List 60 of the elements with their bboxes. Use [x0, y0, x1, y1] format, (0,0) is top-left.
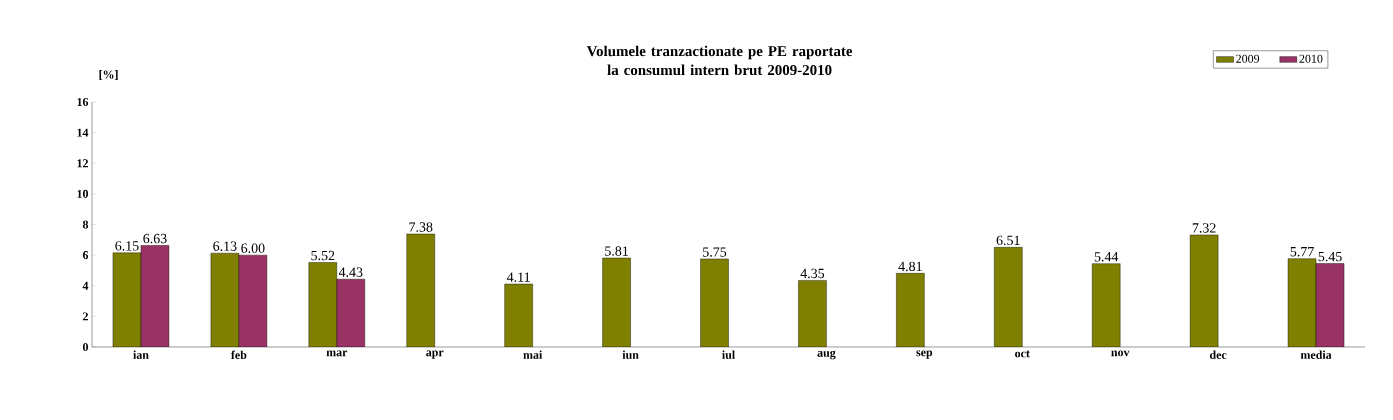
y-tick-label: 2 — [83, 312, 88, 321]
data-label: 4.35 — [800, 268, 825, 279]
x-tick-label: apr — [426, 350, 444, 359]
bar — [1287, 258, 1317, 347]
y-tick-label: 0 — [82, 342, 89, 352]
y-tick-label: 8 — [82, 220, 89, 229]
data-label: 5.52 — [311, 250, 335, 261]
x-tick-label: iun — [622, 350, 639, 359]
x-tick-label: feb — [231, 350, 247, 360]
data-label: 6.13 — [213, 241, 237, 251]
data-label: 5.75 — [703, 247, 727, 257]
data-label: 7.32 — [1192, 223, 1216, 233]
x-tick-label: nov — [1111, 350, 1130, 357]
x-tick-label: ian — [133, 350, 149, 359]
y-tick-label: 10 — [77, 189, 89, 198]
bar — [700, 258, 729, 347]
bar — [798, 280, 827, 347]
legend-label: 2009 — [1236, 54, 1260, 63]
legend-label: 2010 — [1299, 54, 1323, 63]
data-label: 6.15 — [115, 241, 139, 251]
data-label: 5.45 — [1318, 251, 1342, 262]
data-label: 5.81 — [605, 246, 628, 256]
bar — [504, 284, 533, 347]
x-tick-label: media — [1300, 350, 1332, 359]
y-tick-label: 6 — [82, 251, 89, 260]
y-tick-label: 4 — [82, 281, 89, 290]
bar — [602, 258, 631, 347]
data-label: 4.43 — [338, 267, 363, 277]
chart-title: Volumele tranzactionate pe PE raportate la consumul intern brut 2009-2010 — [586, 45, 853, 76]
bar — [210, 253, 239, 347]
bar — [406, 233, 435, 347]
x-tick-label: oct — [1015, 350, 1030, 358]
data-label: 5.77 — [1290, 247, 1314, 257]
x-tick-label: sep — [916, 350, 933, 359]
data-label: 6.51 — [996, 235, 1020, 246]
bar — [1092, 263, 1121, 347]
data-label: 6.63 — [143, 233, 167, 244]
bar — [238, 255, 267, 347]
bar — [896, 273, 925, 347]
data-label: 4.11 — [506, 272, 530, 282]
y-tick-label: 16 — [77, 97, 89, 107]
bar — [140, 245, 169, 347]
data-label: 6.00 — [241, 243, 265, 253]
x-tick-label: mar — [326, 350, 348, 357]
bar — [112, 252, 141, 347]
x-tick-label: aug — [817, 350, 836, 360]
y-tick-label: 14 — [77, 128, 89, 137]
bar — [1190, 234, 1219, 347]
bar — [308, 262, 337, 347]
x-tick-label: iul — [722, 350, 735, 359]
x-tick-label: dec — [1209, 350, 1227, 359]
x-tick-label: mai — [523, 350, 543, 359]
data-label: 7.38 — [409, 222, 433, 232]
bar — [1315, 263, 1345, 347]
bar — [994, 247, 1023, 347]
data-label: 4.81 — [898, 261, 922, 272]
bar — [336, 279, 365, 347]
y-axis-title: [%] — [99, 70, 118, 80]
data-label: 5.44 — [1094, 252, 1119, 262]
y-tick-label: 12 — [77, 159, 88, 168]
